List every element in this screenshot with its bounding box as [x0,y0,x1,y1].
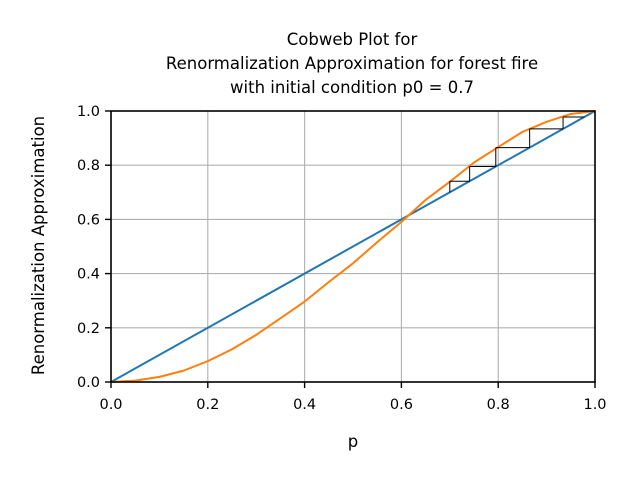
renormalization-curve [110,110,596,383]
cobweb-path-group [449,116,585,193]
x-tick-label: 0.6 [390,397,413,413]
chart-title: Cobweb Plot for Renormalization Approxima… [166,30,538,97]
y-tick-label: 0.2 [77,321,100,337]
y-tick-label: 0.6 [77,212,100,228]
y-tick-label: 1.0 [77,104,100,120]
y-axis-ticks: 0.0 0.2 0.4 0.6 0.8 1.0 [77,104,111,391]
identity-line [110,110,596,383]
x-tick-label: 1.0 [583,397,606,413]
x-axis-label: p [348,432,358,451]
y-tick-label: 0.4 [77,267,100,283]
y-tick-label: 0.8 [77,158,100,174]
x-axis-ticks: 0.0 0.2 0.4 0.6 0.8 1.0 [99,382,607,413]
x-tick-label: 0.4 [293,397,316,413]
series-lines [110,110,596,383]
y-tick-label: 0.0 [77,375,100,391]
chart-title-line: Cobweb Plot for [287,30,418,49]
y-axis-label: Renormalization Approximation [29,116,48,375]
chart-title-line: Renormalization Approximation for forest… [166,54,538,73]
plot-frame [110,110,596,383]
x-tick-label: 0.2 [196,397,219,413]
x-tick-label: 0.8 [487,397,510,413]
chart-title-line: with initial condition p0 = 0.7 [230,78,474,97]
x-tick-label: 0.0 [99,397,122,413]
